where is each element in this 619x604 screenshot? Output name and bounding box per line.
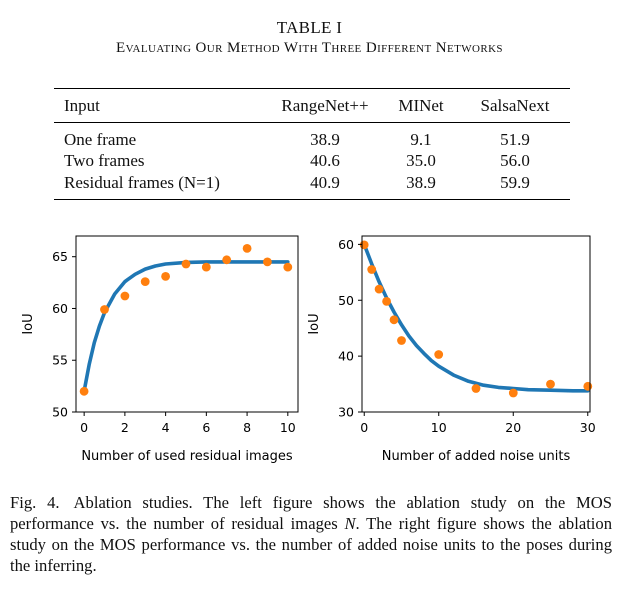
left-plot-data-point xyxy=(181,259,191,269)
right-plot-data-point xyxy=(389,315,399,325)
right-plot-data-point xyxy=(434,350,444,359)
cell-value: 51.9 xyxy=(500,130,530,149)
left-plot-y-tick-label: 60 xyxy=(52,301,68,316)
left-plot-y-tick-label: 65 xyxy=(52,249,68,264)
left-plot-data-point xyxy=(100,305,109,314)
left-plot-data-point xyxy=(120,291,130,301)
table-header-rule xyxy=(54,122,570,123)
right-plot-data-point xyxy=(359,240,369,250)
cell-value: 9.1 xyxy=(410,130,432,149)
table-caption: Evaluating Our Method With Three Differe… xyxy=(116,40,503,56)
right-plot-y-tick-label: 30 xyxy=(338,405,354,420)
left-plot-data-point xyxy=(263,257,272,267)
table-bottom-rule xyxy=(54,199,570,201)
right-plot-data-point xyxy=(508,388,518,398)
caption-text-2: . The right figure shows the ablation st… xyxy=(10,514,613,575)
table-top-rule xyxy=(54,88,570,90)
right-plot-x-tick-label: 20 xyxy=(505,420,521,435)
right-plot-data-point xyxy=(397,336,406,345)
left-plot-y-axis-label: IoU xyxy=(21,313,36,334)
table-title: TABLE I xyxy=(276,18,343,37)
left-plot-frame xyxy=(75,235,299,413)
cell-value: 38.9 xyxy=(310,130,340,149)
left-plot-data-point xyxy=(242,244,252,253)
left-plot-x-tick-label: 0 xyxy=(80,420,88,435)
left-plot-fit-line xyxy=(82,260,290,394)
figure-label: Fig. 4. xyxy=(10,493,60,512)
right-plot-data-point xyxy=(374,284,384,294)
cell-value: 40.6 xyxy=(310,151,340,170)
left-plot-x-tick-label: 2 xyxy=(121,420,129,435)
cell-value: 56.0 xyxy=(500,151,530,170)
right-plot-y-tick-label: 60 xyxy=(338,237,354,252)
right-plot-data-point xyxy=(382,297,391,306)
cell-value: 59.9 xyxy=(500,173,530,192)
header-rangenet: RangeNet++ xyxy=(281,96,369,115)
right-plot-x-axis-label: Number of added noise units xyxy=(382,449,571,464)
left-plot: 0 2 4 6 8 10 50 55 60 65 Number of used residual i… xyxy=(21,235,299,464)
right-plot-frame xyxy=(361,235,591,413)
header-minet: MINet xyxy=(398,96,444,115)
right-plot-y-tick-label: 40 xyxy=(338,349,354,364)
left-plot-data-point xyxy=(140,277,150,286)
left-plot-x-tick-label: 4 xyxy=(162,420,170,435)
left-plot-x-tick-label: 8 xyxy=(243,420,251,435)
figure-caption: Fig. 4. Ablation studies. The left figure… xyxy=(10,492,612,576)
left-plot-x-tick-label: 6 xyxy=(202,420,210,435)
right-plot-y-axis-label: IoU xyxy=(307,313,322,334)
left-plot-x-tick-label: 10 xyxy=(280,420,296,435)
right-plot-data-point xyxy=(367,265,377,274)
cell-value: 35.0 xyxy=(406,151,436,170)
right-plot-data-point xyxy=(583,381,593,391)
right-plot: 0 10 20 30 30 40 50 60 Number of added noise uni… xyxy=(307,235,596,464)
right-plot-y-tick-label: 50 xyxy=(338,293,354,308)
left-plot-x-axis-label: Number of used residual images xyxy=(81,449,293,464)
left-plot-data-point xyxy=(161,272,171,281)
left-plot-data-point xyxy=(283,262,293,272)
cell-value: 40.9 xyxy=(310,173,340,192)
right-plot-x-tick-label: 30 xyxy=(580,420,596,435)
left-plot-data-point xyxy=(201,262,211,272)
left-plot-data-point xyxy=(79,386,89,396)
left-plot-y-tick-label: 50 xyxy=(52,405,68,420)
cell-value: 38.9 xyxy=(406,173,436,192)
header-salsanext: SalsaNext xyxy=(480,96,550,115)
left-plot-data-point xyxy=(222,255,232,265)
row-label: One frame xyxy=(64,130,137,149)
right-plot-data-point xyxy=(546,379,555,389)
caption-text-1: Ablation studies. The left figure shows … xyxy=(10,493,612,533)
left-plot-y-tick-label: 55 xyxy=(52,353,68,368)
row-label: Two frames xyxy=(64,151,145,170)
right-plot-x-tick-label: 0 xyxy=(360,420,368,435)
figure-4-plots: 0 2 4 6 8 10 50 55 60 65 Number of used residual i… xyxy=(21,235,596,464)
header-input: Input xyxy=(64,96,100,115)
right-plot-x-tick-label: 10 xyxy=(431,420,447,435)
caption-n-symbol: N xyxy=(344,514,356,533)
row-label: Residual frames (N=1) xyxy=(64,173,220,192)
right-plot-data-point xyxy=(471,384,481,393)
